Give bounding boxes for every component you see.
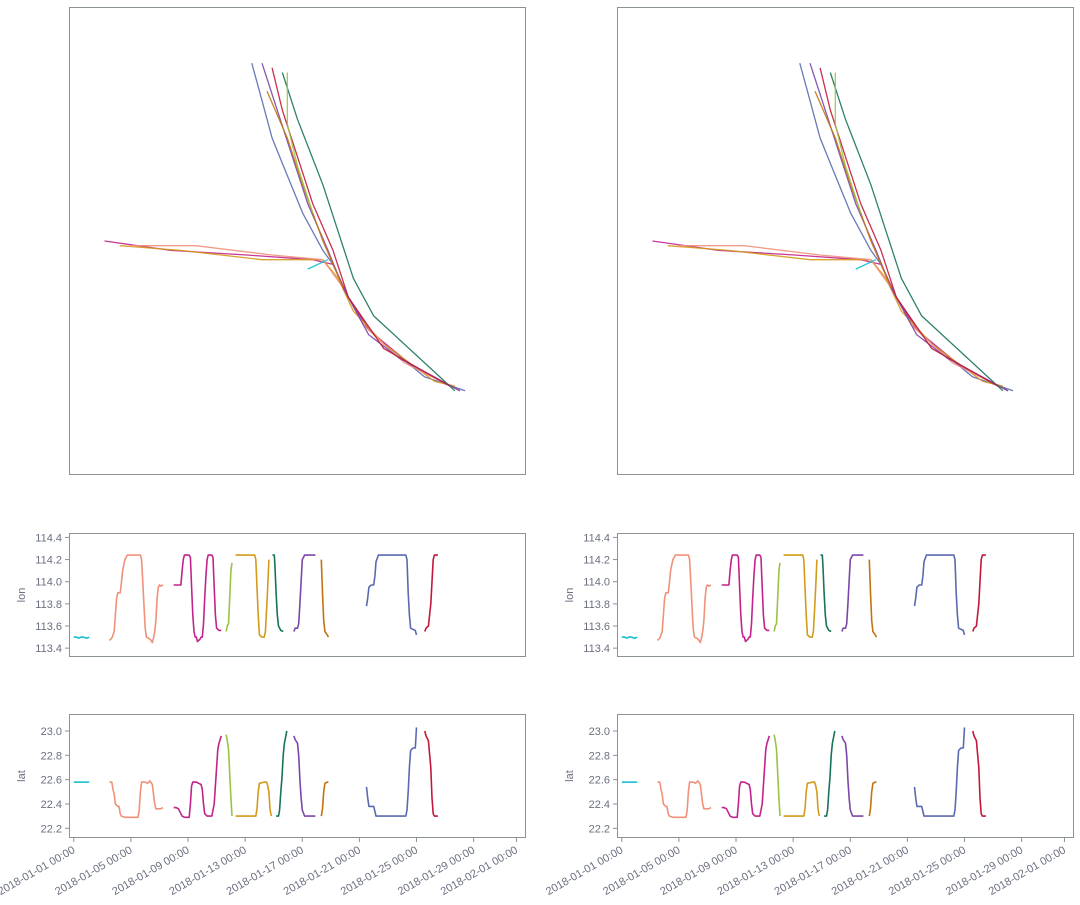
map-route-left-9 — [307, 259, 329, 270]
series-line-lat-left-6 — [293, 735, 316, 817]
series-line-lat-right-4 — [783, 781, 821, 817]
map-frame-left — [69, 7, 526, 475]
series-line-lat-right-3 — [773, 734, 781, 817]
plot-frame-lat-left — [69, 714, 526, 838]
map-route-right-8 — [834, 72, 862, 214]
map-route-left-7 — [266, 90, 344, 289]
series-line-lon-right-0 — [621, 636, 638, 639]
ylabel-lat-right: lat — [564, 770, 576, 782]
series-line-lon-left-6 — [293, 554, 316, 632]
ytick-label-lat-left-3: 22.8 — [41, 750, 62, 762]
series-line-lon-right-5 — [820, 554, 832, 633]
series-line-lon-left-7 — [320, 559, 330, 638]
chart-lon-left: 113.4 113.6 113.8 114.0 114.2 114.4 lon — [16, 532, 526, 657]
series-line-lat-right-5 — [824, 730, 836, 817]
series-line-lat-left-1 — [109, 780, 164, 819]
series-line-lon-left-2 — [173, 554, 222, 643]
series-line-lat-right-9 — [972, 730, 986, 817]
series-line-lon-left-3 — [225, 562, 233, 632]
series-line-lat-right-1 — [657, 780, 712, 819]
series-line-lon-right-1 — [656, 554, 712, 644]
ytick-label-lat-right-4: 23.0 — [589, 726, 610, 738]
series-line-lon-left-9 — [424, 554, 438, 632]
chart-lon-right: 113.4 113.6 113.8 114.0 114.2 114.4 lon — [564, 532, 1074, 657]
map-routes-right — [652, 62, 1014, 392]
ylabel-lon-left: lon — [16, 588, 28, 603]
series-line-lat-left-5 — [276, 730, 288, 817]
xtick-label-lat-right-8: 2018-02-01 00:00 — [987, 844, 1068, 898]
map-route-left-6 — [271, 67, 451, 387]
ytick-label-lon-left-4: 114.2 — [35, 555, 62, 567]
ytick-label-lon-right-0: 113.4 — [583, 643, 610, 655]
ytick-label-lon-left-1: 113.6 — [35, 621, 62, 633]
series-line-lon-right-4 — [783, 554, 818, 638]
ytick-label-lon-left-0: 113.4 — [35, 643, 62, 655]
map-routes-left — [104, 62, 466, 392]
map-route-left-8 — [286, 72, 314, 214]
ytick-label-lat-right-1: 22.4 — [589, 799, 610, 811]
series-line-lon-left-1 — [108, 554, 164, 644]
ytick-label-lat-right-0: 22.2 — [589, 823, 610, 835]
map-panel-left — [69, 7, 526, 475]
ytick-label-lon-left-5: 114.4 — [35, 532, 62, 544]
map-water-left — [69, 7, 526, 475]
series-line-lat-left-4 — [235, 781, 273, 817]
map-route-right-7 — [814, 90, 892, 289]
ytick-label-lon-left-3: 114.0 — [35, 577, 62, 589]
map-panel-right — [617, 7, 1074, 475]
series-line-lat-left-8 — [365, 727, 418, 817]
ytick-label-lat-left-1: 22.4 — [41, 799, 62, 811]
ytick-label-lon-right-5: 114.4 — [583, 532, 610, 544]
series-line-lon-right-7 — [868, 559, 878, 638]
series-line-lat-left-3 — [225, 734, 233, 817]
series-line-lon-left-5 — [272, 554, 284, 633]
map-route-left-5 — [281, 72, 456, 392]
ytick-label-lon-right-4: 114.2 — [583, 555, 610, 567]
ytick-label-lat-right-2: 22.6 — [589, 775, 610, 787]
ytick-label-lon-right-2: 113.8 — [583, 599, 610, 611]
map-route-right-5 — [829, 72, 1004, 392]
series-line-lat-right-7 — [868, 781, 877, 817]
map-route-right-6 — [819, 67, 999, 387]
series-line-lat-left-9 — [424, 730, 438, 817]
series-line-lon-right-8 — [913, 554, 966, 636]
series-line-lat-right-8 — [913, 727, 966, 817]
ytick-label-lat-left-4: 23.0 — [41, 726, 62, 738]
map-water-right — [617, 7, 1074, 475]
xtick-label-lat-left-8: 2018-02-01 00:00 — [439, 844, 520, 898]
plot-frame-lon-left — [69, 533, 526, 657]
map-route-right-9 — [855, 259, 877, 270]
series-line-lat-left-7 — [320, 781, 329, 817]
map-frame-right — [617, 7, 1074, 475]
ytick-label-lon-right-1: 113.6 — [583, 621, 610, 633]
plot-frame-lon-right — [617, 533, 1074, 657]
series-line-lat-right-2 — [721, 735, 771, 819]
series-line-lon-left-4 — [235, 554, 270, 638]
ytick-label-lat-right-3: 22.8 — [589, 750, 610, 762]
series-line-lon-left-0 — [73, 636, 90, 639]
ytick-label-lon-left-2: 113.8 — [35, 599, 62, 611]
series-line-lat-right-6 — [841, 735, 864, 817]
series-line-lon-right-9 — [972, 554, 986, 632]
series-line-lat-left-2 — [173, 735, 223, 819]
series-line-lon-right-6 — [841, 554, 864, 632]
ytick-label-lat-left-2: 22.6 — [41, 775, 62, 787]
plot-frame-lat-right — [617, 714, 1074, 838]
series-line-lon-left-8 — [365, 554, 418, 636]
ylabel-lat-left: lat — [16, 770, 28, 782]
ylabel-lon-right: lon — [564, 588, 576, 603]
ytick-label-lat-left-0: 22.2 — [41, 823, 62, 835]
ytick-label-lon-right-3: 114.0 — [583, 577, 610, 589]
series-line-lon-right-2 — [721, 554, 770, 643]
series-line-lon-right-3 — [773, 562, 781, 632]
